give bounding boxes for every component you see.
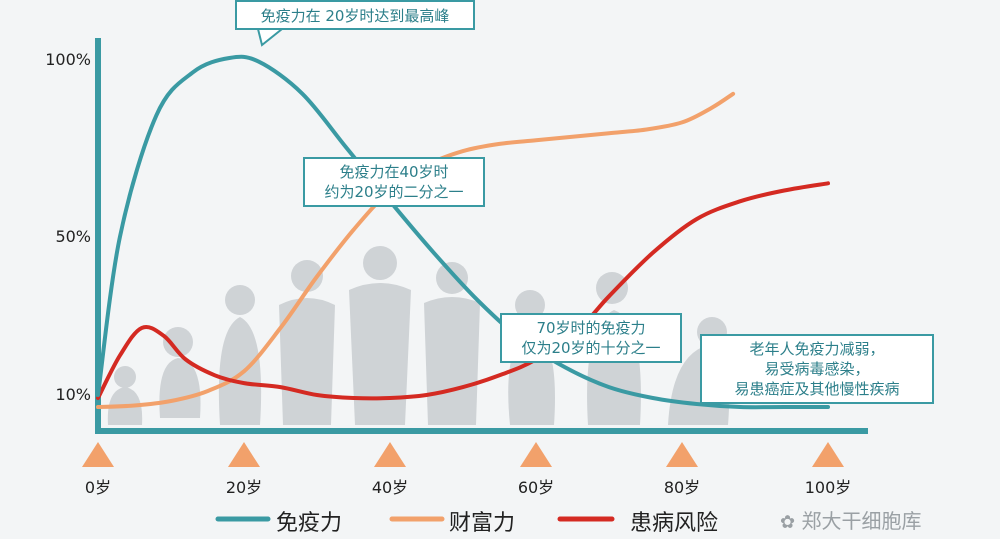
- annotation-70: 70岁时的免疫力 仅为20岁的十分之一: [500, 313, 682, 363]
- annotation-peak: 免疫力在 20岁时达到最高峰: [235, 0, 475, 30]
- x-tick-marker: [520, 442, 552, 467]
- x-tick-label: 20岁: [225, 478, 263, 497]
- silhouette-child: [159, 327, 201, 418]
- silhouette-middle-age: [424, 262, 480, 425]
- x-tick-label: 0岁: [84, 478, 112, 497]
- x-tick-marker: [228, 442, 260, 467]
- legend-label-immunity: 免疫力: [276, 511, 343, 536]
- axes: [95, 38, 868, 434]
- watermark: ✿ 郑大干细胞库: [780, 505, 921, 534]
- annotation-40: 免疫力在40岁时 约为20岁的二分之一: [303, 157, 485, 207]
- silhouette-baby: [107, 366, 143, 425]
- x-tick-label: 60岁: [517, 478, 555, 497]
- x-tick-marker: [82, 442, 114, 467]
- wechat-icon: ✿: [780, 512, 796, 533]
- annotation-elderly: 老年人免疫力减弱， 易受病毒感染， 易患癌症及其他慢性疾病: [700, 334, 934, 404]
- x-tick-markers: [82, 442, 844, 467]
- people-silhouettes: [107, 246, 730, 425]
- watermark-text: 郑大干细胞库: [801, 509, 922, 533]
- y-tick-label: 50%: [55, 227, 91, 246]
- x-tick-label: 80岁: [663, 478, 701, 497]
- silhouette-girl: [218, 285, 262, 425]
- callout-pointer: [256, 28, 285, 47]
- x-tick-marker: [374, 442, 406, 467]
- x-tick-marker: [666, 442, 698, 467]
- series-line-0: [96, 54, 830, 410]
- silhouette-teen: [279, 260, 335, 425]
- x-tick-label: 100岁: [804, 478, 852, 497]
- x-tick-marker: [812, 442, 844, 467]
- y-tick-label: 10%: [55, 385, 91, 404]
- y-tick-label: 100%: [45, 50, 91, 69]
- legend-label-wealth: 财富力: [449, 511, 516, 536]
- x-tick-label: 40岁: [371, 478, 409, 497]
- series-line-2: [96, 181, 830, 401]
- silhouette-adult-man: [349, 246, 411, 425]
- legend-label-risk: 患病风险: [630, 511, 719, 536]
